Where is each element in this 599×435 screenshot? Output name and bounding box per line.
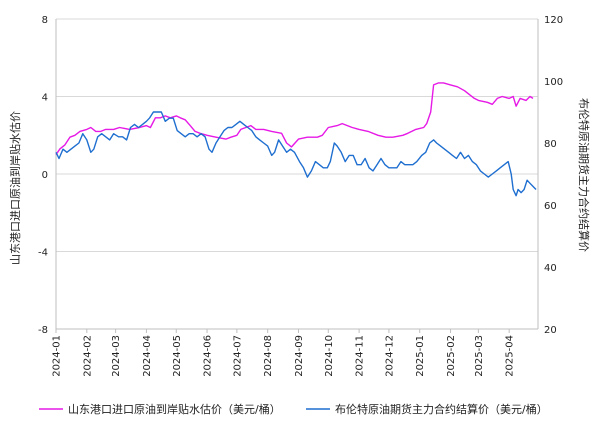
right-axis-ticks: 20 40 60 80 100 120 <box>544 15 563 336</box>
x-tick-label: 2024-06 <box>203 335 214 377</box>
right-tick-label: 100 <box>544 77 563 88</box>
series-line-discount <box>56 83 533 155</box>
left-tick-label: 8 <box>42 15 48 26</box>
x-tick-label: 2024-04 <box>142 335 153 377</box>
right-axis-title: 布伦特原油期货主力合约结算价 <box>577 98 591 252</box>
left-axis-ticks: -8 -4 0 4 8 <box>38 15 48 336</box>
x-tick-label: 2024-02 <box>82 335 93 377</box>
left-tick-label: 4 <box>42 93 48 104</box>
x-tick-label: 2024-01 <box>52 335 63 377</box>
series-layer <box>56 83 536 196</box>
x-tick-label: 2024-08 <box>263 335 274 377</box>
x-tick-label: 2024-11 <box>355 335 366 377</box>
x-tick-label: 2024-10 <box>324 335 335 377</box>
horizontal-gridlines <box>56 19 538 329</box>
right-tick-label: 20 <box>544 325 557 336</box>
x-tick-label: 2024-09 <box>294 335 305 377</box>
x-tick-label: 2025-02 <box>446 335 457 377</box>
x-tick-label: 2025-04 <box>505 335 516 377</box>
left-tick-label: -4 <box>38 248 48 259</box>
legend-label-discount: 山东港口进口原油到岸贴水估价（美元/桶） <box>68 402 281 416</box>
left-axis-title: 山东港口进口原油到岸贴水估价 <box>8 111 22 265</box>
x-tick-label: 2025-01 <box>415 335 426 377</box>
x-tick-label: 2024-12 <box>384 335 395 377</box>
left-tick-label: 0 <box>42 170 48 181</box>
x-tick-label: 2024-05 <box>172 335 183 377</box>
legend-label-brent: 布伦特原油期货主力合约结算价（美元/桶） <box>335 402 548 416</box>
x-tick-label: 2024-07 <box>232 335 243 377</box>
right-tick-label: 120 <box>544 15 563 26</box>
x-tick-label: 2025-03 <box>474 335 485 377</box>
left-tick-label: -8 <box>38 325 48 336</box>
right-tick-label: 60 <box>544 201 557 212</box>
x-tick-label: 2024-03 <box>111 335 122 377</box>
x-axis-ticks: 2024-01 2024-02 2024-03 2024-04 2024-05 2024-… <box>52 329 516 377</box>
legend: 山东港口进口原油到岸贴水估价（美元/桶） 布伦特原油期货主力合约结算价（美元/桶… <box>39 402 548 416</box>
right-tick-label: 80 <box>544 139 557 150</box>
right-tick-label: 40 <box>544 263 557 274</box>
series-line-brent <box>56 112 536 196</box>
